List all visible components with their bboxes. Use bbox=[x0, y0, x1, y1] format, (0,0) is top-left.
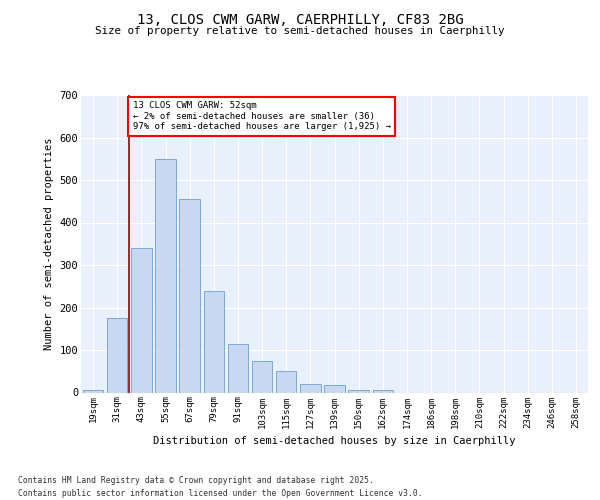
Bar bbox=[107, 318, 127, 392]
Text: Contains HM Land Registry data © Crown copyright and database right 2025.: Contains HM Land Registry data © Crown c… bbox=[18, 476, 374, 485]
Bar bbox=[252, 360, 272, 392]
Bar bbox=[83, 390, 103, 392]
Bar bbox=[300, 384, 320, 392]
Bar bbox=[227, 344, 248, 392]
Bar bbox=[276, 371, 296, 392]
Text: 13, CLOS CWM GARW, CAERPHILLY, CF83 2BG: 13, CLOS CWM GARW, CAERPHILLY, CF83 2BG bbox=[137, 12, 463, 26]
Text: Contains public sector information licensed under the Open Government Licence v3: Contains public sector information licen… bbox=[18, 489, 422, 498]
Bar bbox=[324, 385, 345, 392]
Bar bbox=[203, 290, 224, 392]
Bar bbox=[131, 248, 152, 392]
Bar bbox=[373, 390, 393, 392]
Bar bbox=[179, 199, 200, 392]
Bar bbox=[155, 159, 176, 392]
Text: Size of property relative to semi-detached houses in Caerphilly: Size of property relative to semi-detach… bbox=[95, 26, 505, 36]
Bar bbox=[349, 390, 369, 392]
Text: 13 CLOS CWM GARW: 52sqm
← 2% of semi-detached houses are smaller (36)
97% of sem: 13 CLOS CWM GARW: 52sqm ← 2% of semi-det… bbox=[133, 102, 391, 131]
Y-axis label: Number of semi-detached properties: Number of semi-detached properties bbox=[44, 138, 54, 350]
X-axis label: Distribution of semi-detached houses by size in Caerphilly: Distribution of semi-detached houses by … bbox=[153, 436, 516, 446]
